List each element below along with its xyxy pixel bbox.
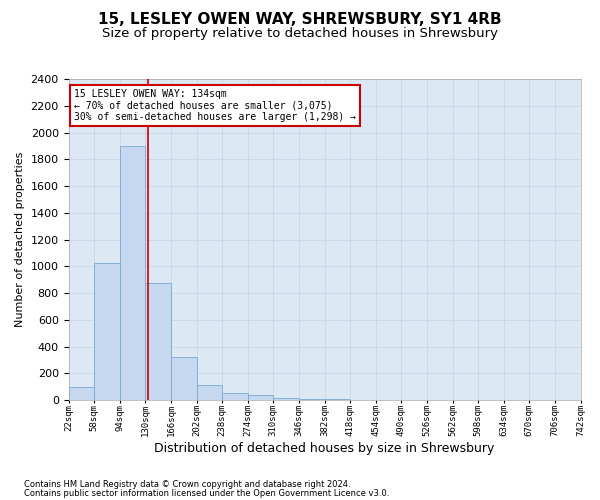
Bar (299, 398, 325, 400)
Text: Size of property relative to detached houses in Shrewsbury: Size of property relative to detached ho… (102, 28, 498, 40)
Bar (94, 263, 120, 400)
Text: 15 LESLEY OWEN WAY: 134sqm
← 70% of detached houses are smaller (3,075)
30% of s: 15 LESLEY OWEN WAY: 134sqm ← 70% of deta… (74, 88, 356, 122)
Bar (145, 283, 171, 400)
X-axis label: Distribution of detached houses by size in Shrewsbury: Distribution of detached houses by size … (154, 442, 495, 455)
Y-axis label: Number of detached properties: Number of detached properties (15, 152, 25, 327)
Bar (222, 392, 248, 400)
Bar (68, 386, 94, 400)
Bar (120, 146, 145, 400)
Bar (197, 384, 222, 400)
Text: Contains public sector information licensed under the Open Government Licence v3: Contains public sector information licen… (24, 488, 389, 498)
Bar (248, 396, 274, 400)
Bar (274, 398, 299, 400)
Text: 15, LESLEY OWEN WAY, SHREWSBURY, SY1 4RB: 15, LESLEY OWEN WAY, SHREWSBURY, SY1 4RB (98, 12, 502, 28)
Text: Contains HM Land Registry data © Crown copyright and database right 2024.: Contains HM Land Registry data © Crown c… (24, 480, 350, 489)
Bar (171, 356, 197, 400)
